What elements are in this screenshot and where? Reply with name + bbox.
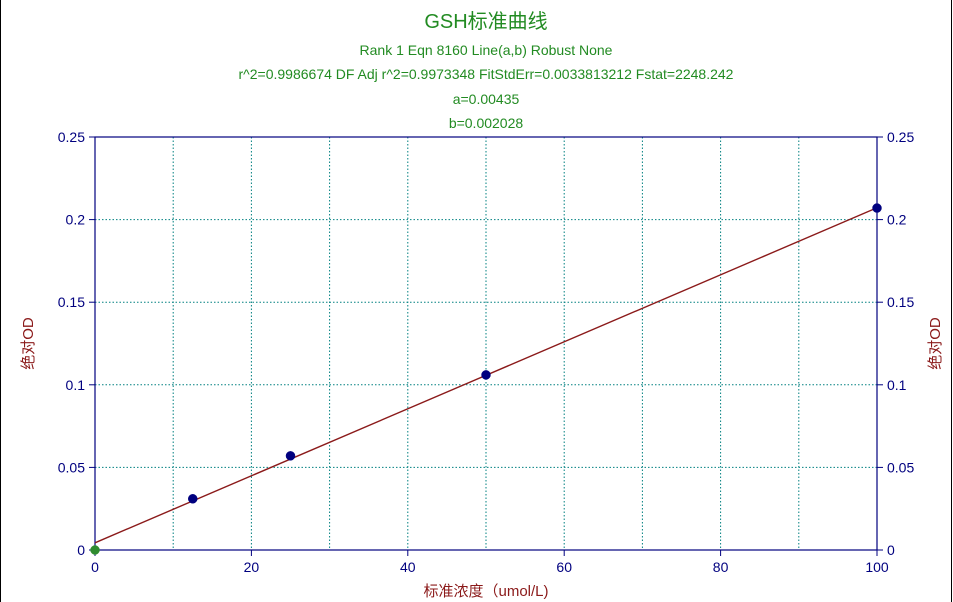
chart-title: GSH标准曲线 xyxy=(424,10,547,33)
data-point xyxy=(285,451,296,461)
y-tick-label-right: 0.15 xyxy=(887,294,914,310)
x-tick-label: 20 xyxy=(244,559,260,575)
grid-lines xyxy=(95,137,877,550)
chart-subtitle-line: b=0.002028 xyxy=(449,115,524,131)
y-tick-label-left: 0 xyxy=(77,542,85,558)
x-tick-label: 40 xyxy=(400,559,416,575)
data-point xyxy=(872,203,882,213)
x-tick-label: 80 xyxy=(713,559,729,575)
chart-subtitle-group: Rank 1 Eqn 8160 Line(a,b) Robust None r^2… xyxy=(239,42,734,131)
y-tick-label-right: 0.1 xyxy=(887,377,907,393)
data-point xyxy=(90,545,100,555)
y-tick-label-right: 0.25 xyxy=(887,129,914,145)
y-tick-label-left: 0.1 xyxy=(66,377,86,393)
y-tick-label-right: 0.05 xyxy=(887,459,914,475)
chart-subtitle-line: Rank 1 Eqn 8160 Line(a,b) Robust None xyxy=(360,42,613,58)
chart-subtitle-line: a=0.00435 xyxy=(453,91,520,107)
x-axis-label: 标准浓度（umol/L) xyxy=(423,583,548,600)
chart-subtitle-line: r^2=0.9986674 DF Adj r^2=0.9973348 FitSt… xyxy=(239,66,734,82)
plot-frame xyxy=(94,136,878,551)
y-tick-label-right: 0 xyxy=(887,542,895,558)
y-tick-label-left: 0.15 xyxy=(58,294,85,310)
frame-right-edge xyxy=(951,0,952,602)
y-tick-label-left: 0.25 xyxy=(58,129,85,145)
x-tick-label: 60 xyxy=(556,559,572,575)
y-axis-label-left: 绝对OD xyxy=(20,317,37,370)
y-axis-label-right: 绝对OD xyxy=(927,317,944,370)
data-point xyxy=(481,370,491,380)
frame-left-edge xyxy=(0,0,1,602)
y-tick-label-right: 0.2 xyxy=(887,212,907,228)
y-tick-label-left: 0.05 xyxy=(58,459,85,475)
axes xyxy=(89,136,883,556)
x-tick-label: 0 xyxy=(91,559,99,575)
data-points xyxy=(90,203,882,555)
y-tick-label-left: 0.2 xyxy=(66,212,86,228)
x-tick-label: 100 xyxy=(865,559,889,575)
data-point xyxy=(188,494,198,504)
